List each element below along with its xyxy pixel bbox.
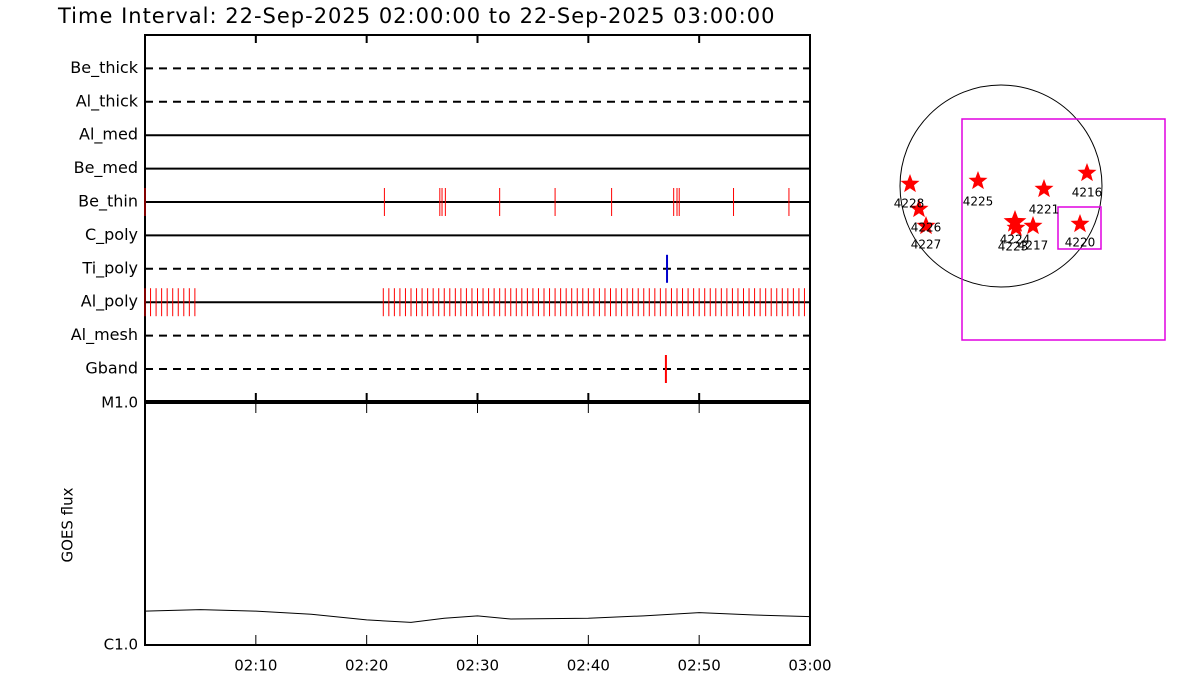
region-star: [916, 216, 936, 235]
x-tick-label: 02:10: [234, 657, 277, 675]
region-star: [909, 199, 929, 218]
region-star: [1070, 214, 1090, 233]
fov-box-small: [1057, 206, 1102, 250]
x-tick-label: 02:50: [678, 657, 721, 675]
region-label: 4216: [1072, 186, 1103, 200]
x-tick-label: 02:40: [567, 657, 610, 675]
region-star: [1006, 218, 1026, 237]
row-label: Gband: [85, 359, 138, 378]
fov-box: [961, 118, 1166, 341]
timeline-frame: [144, 34, 811, 402]
row-label: Al_thick: [76, 91, 139, 111]
chart-title: Time Interval: 22-Sep-2025 02:00:00 to 2…: [57, 4, 775, 28]
region-star: [1034, 179, 1054, 198]
row-label: Be_thin: [78, 192, 138, 212]
y-tick-label: C1.0: [104, 636, 138, 654]
row-label: Be_med: [74, 158, 138, 178]
x-tick-label: 02:30: [456, 657, 499, 675]
goes-line: [144, 609, 811, 623]
row-label: Al_mesh: [71, 325, 138, 345]
x-tick-label: 03:00: [788, 657, 831, 675]
region-label: 4223: [998, 240, 1029, 254]
region-star: [1023, 216, 1043, 235]
row-label: C_poly: [85, 225, 138, 245]
region-label: 4228: [894, 197, 925, 211]
row-label: Ti_poly: [81, 258, 138, 278]
y-axis-label: GOES flux: [59, 487, 77, 562]
region-label: 4221: [1029, 203, 1060, 217]
region-label: 4225: [963, 195, 994, 209]
region-star: [968, 171, 988, 190]
region-star: [1077, 163, 1097, 182]
region-label: 4217: [1018, 239, 1049, 253]
region-star: [900, 174, 920, 193]
row-label: Al_poly: [81, 292, 138, 312]
region-label: 4226: [911, 221, 942, 235]
region-label: 4224: [1000, 233, 1031, 247]
y-tick-label: M1.0: [101, 394, 138, 412]
region-label: 4227: [911, 238, 942, 252]
row-label: Al_med: [79, 125, 138, 145]
region-label: 4220: [1065, 236, 1096, 250]
row-label: Be_thick: [70, 58, 138, 78]
x-tick-label: 02:20: [345, 657, 388, 675]
solar-disk: [899, 84, 1103, 288]
goes-frame: [144, 402, 811, 646]
